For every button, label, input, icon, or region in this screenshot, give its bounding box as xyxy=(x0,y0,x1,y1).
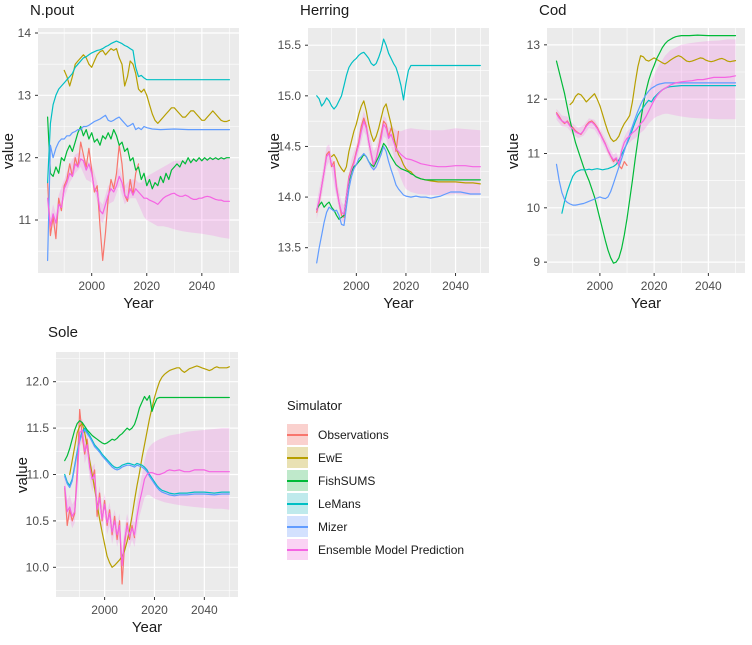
legend-key-swatch xyxy=(287,424,308,445)
series-line-fishsums xyxy=(47,116,230,190)
legend-key-swatch xyxy=(287,493,308,514)
series-line-mizer xyxy=(555,82,737,206)
x-tick-label: 2000 xyxy=(343,279,370,293)
legend-entry-fishsums: FishSUMS xyxy=(283,469,501,492)
legend-key-swatch xyxy=(287,516,308,537)
x-tick-label: 2000 xyxy=(78,279,105,293)
facet-title: N.pout xyxy=(30,2,75,19)
legend-key-swatch xyxy=(287,539,308,560)
series-line-mizer xyxy=(316,145,481,264)
x-axis-title: Year xyxy=(630,295,662,312)
legend-key-swatch xyxy=(287,447,308,468)
legend-key-swatch xyxy=(287,470,308,491)
legend-entry-label: Observations xyxy=(318,427,389,442)
series-line-lemans xyxy=(316,38,481,110)
panel-background xyxy=(308,28,489,273)
y-tick-label: 10.5 xyxy=(26,514,50,528)
panel-background xyxy=(547,28,745,273)
y-tick-label: 15.5 xyxy=(278,38,302,52)
y-tick-label: 14.0 xyxy=(278,190,302,204)
y-tick-label: 10 xyxy=(527,201,541,215)
facet-title: Sole xyxy=(48,324,79,341)
y-tick-label: 12 xyxy=(18,151,32,165)
x-tick-label: 2040 xyxy=(442,279,469,293)
legend-key-line xyxy=(287,548,308,551)
facet-cod: Cod value 2000 2020 2040 9 10 11 12 13 Year xyxy=(496,0,752,312)
plot-area: 2000 2020 2040 11 12 13 14 xyxy=(18,26,239,293)
x-axis-title: Year xyxy=(383,295,414,312)
x-tick-label: 2020 xyxy=(641,279,668,293)
y-tick-label: 14.5 xyxy=(278,139,302,153)
y-tick-label: 13 xyxy=(527,38,541,52)
prediction-ribbon xyxy=(47,151,230,239)
series-line-ensemble-model-prediction xyxy=(316,120,481,215)
y-tick-label: 13.5 xyxy=(278,241,302,255)
legend-entry-lemans: LeMans xyxy=(283,492,501,515)
legend-entry-ewe: EwE xyxy=(283,446,501,469)
legend-entry-label: LeMans xyxy=(318,496,361,511)
legend-entry-label: Mizer xyxy=(318,519,348,534)
series-line-ewe xyxy=(63,48,230,124)
x-tick-label: 2040 xyxy=(695,279,722,293)
legend-entry-mizer: Mizer xyxy=(283,515,501,538)
legend-entry-ensemble-model-prediction: Ensemble Model Prediction xyxy=(283,538,501,561)
series-line-lemans xyxy=(47,40,230,184)
x-axis-title: Year xyxy=(123,295,154,312)
series-line-lemans xyxy=(64,427,230,495)
x-tick-label: 2040 xyxy=(191,603,218,617)
y-tick-label: 12.0 xyxy=(26,375,50,389)
series-line-ewe xyxy=(569,55,737,143)
series-line-fishsums xyxy=(555,34,737,264)
plot-area: 2000 2020 2040 9 10 11 12 13 xyxy=(527,28,745,293)
series-line-observations xyxy=(555,112,628,170)
legend-entry-observations: Observations xyxy=(283,423,501,446)
y-tick-label: 11.0 xyxy=(27,468,50,482)
x-tick-label: 2020 xyxy=(393,279,420,293)
prediction-ribbon xyxy=(64,418,230,577)
legend-entry-label: EwE xyxy=(318,450,343,465)
facet-npout: N.pout value 2000 2020 2040 11 12 13 14 Year xyxy=(0,0,246,312)
legend-entry-label: Ensemble Model Prediction xyxy=(318,542,465,557)
x-tick-label: 2000 xyxy=(587,279,614,293)
x-tick-label: 2000 xyxy=(91,603,118,617)
facet-herring: Herring value 2000 2020 2040 13.5 14.0 14.5 15… xyxy=(246,0,496,312)
legend-items: Observations EwE FishSUMS LeMans Mizer Ensemb… xyxy=(283,423,501,561)
legend-key-line xyxy=(287,525,308,528)
y-tick-label: 11.5 xyxy=(27,421,50,435)
y-tick-label: 10.0 xyxy=(26,560,50,574)
series-line-mizer xyxy=(64,429,230,497)
y-tick-label: 13 xyxy=(18,88,32,102)
legend-title: Simulator xyxy=(287,398,342,413)
y-tick-label: 11 xyxy=(528,146,541,160)
x-tick-label: 2040 xyxy=(188,279,215,293)
legend-key-line xyxy=(287,502,308,505)
series-line-ensemble-model-prediction xyxy=(555,75,737,165)
series-line-fishsums xyxy=(64,395,230,462)
y-tick-label: 11 xyxy=(19,213,32,227)
legend-key-line xyxy=(287,433,308,436)
series-line-mizer xyxy=(47,114,230,262)
facet-title: Cod xyxy=(539,2,567,19)
facet-title: Herring xyxy=(300,2,350,19)
x-tick-label: 2020 xyxy=(133,279,160,293)
x-tick-label: 2020 xyxy=(141,603,168,617)
series-line-ensemble-model-prediction xyxy=(64,429,230,566)
legend-key-line xyxy=(287,479,308,482)
y-tick-label: 9 xyxy=(533,255,540,269)
y-tick-label: 14 xyxy=(18,26,32,40)
series-line-fishsums xyxy=(316,142,481,220)
plot-area: 2000 2020 2040 13.5 14.0 14.5 15.0 15.5 xyxy=(278,28,489,293)
y-tick-label: 12 xyxy=(527,92,541,106)
y-tick-label: 15.0 xyxy=(278,89,302,103)
legend: Simulator Observations EwE FishSUMS LeMans M… xyxy=(283,398,501,561)
panel-background xyxy=(38,28,239,273)
legend-key-line xyxy=(287,456,308,459)
legend-entry-label: FishSUMS xyxy=(318,473,376,488)
x-axis-title: Year xyxy=(131,619,163,636)
plot-area: 2000 2020 2040 10.0 10.5 11.0 11.5 12.0 xyxy=(26,352,238,617)
facet-sole: Sole value 2000 2020 2040 10.0 10.5 11.0 11.5 1… xyxy=(0,322,246,640)
series-line-ensemble-model-prediction xyxy=(47,158,230,227)
